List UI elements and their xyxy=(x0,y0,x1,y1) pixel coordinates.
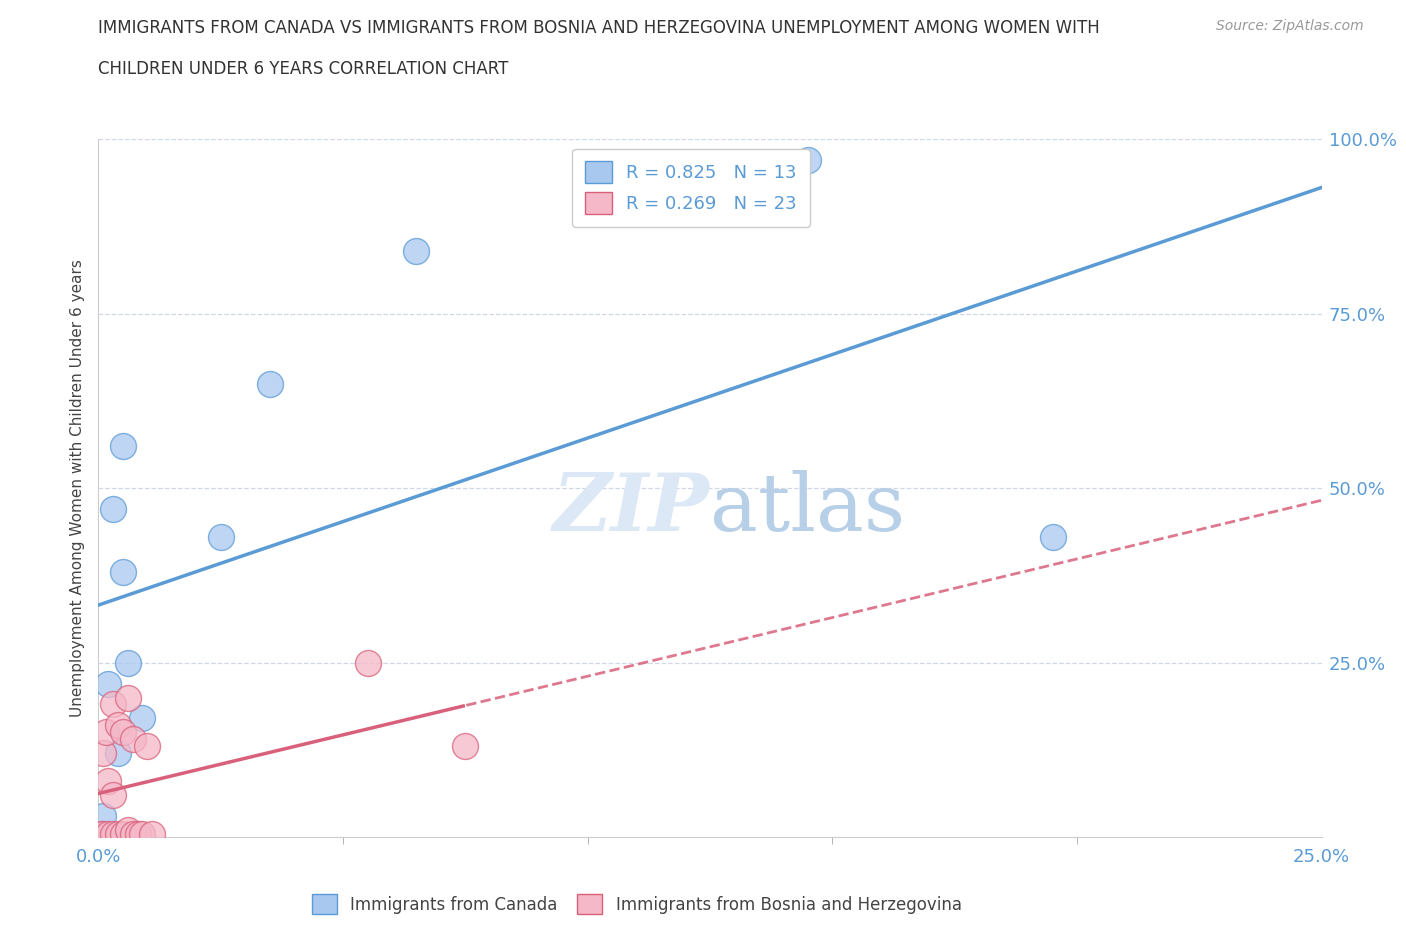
Point xyxy=(97,774,120,789)
Point xyxy=(121,732,143,747)
Point xyxy=(131,711,153,725)
Point xyxy=(107,826,129,841)
Point xyxy=(127,826,149,841)
Text: ZIP: ZIP xyxy=(553,471,710,548)
Y-axis label: Unemployment Among Women with Children Under 6 years: Unemployment Among Women with Children U… xyxy=(69,259,84,717)
Point xyxy=(94,725,117,740)
Point xyxy=(117,823,139,837)
Point xyxy=(97,826,120,841)
Point xyxy=(131,826,153,841)
Point xyxy=(111,826,134,841)
Point xyxy=(259,376,281,391)
Point xyxy=(101,502,124,517)
Point xyxy=(136,738,159,753)
Text: atlas: atlas xyxy=(710,471,905,548)
Point xyxy=(209,530,232,545)
Point xyxy=(91,809,114,824)
Point xyxy=(141,826,163,841)
Point xyxy=(101,788,124,803)
Point xyxy=(107,718,129,733)
Point xyxy=(111,725,134,740)
Point xyxy=(117,690,139,705)
Point xyxy=(111,439,134,454)
Point xyxy=(111,565,134,579)
Point xyxy=(107,746,129,761)
Legend: Immigrants from Canada, Immigrants from Bosnia and Herzegovina: Immigrants from Canada, Immigrants from … xyxy=(305,887,969,921)
Text: Source: ZipAtlas.com: Source: ZipAtlas.com xyxy=(1216,19,1364,33)
Point xyxy=(101,826,124,841)
Point xyxy=(101,698,124,712)
Point xyxy=(91,826,114,841)
Point xyxy=(405,244,427,259)
Point xyxy=(454,738,477,753)
Point xyxy=(797,153,820,168)
Point xyxy=(121,826,143,841)
Point xyxy=(1042,530,1064,545)
Point xyxy=(91,746,114,761)
Text: IMMIGRANTS FROM CANADA VS IMMIGRANTS FROM BOSNIA AND HERZEGOVINA UNEMPLOYMENT AM: IMMIGRANTS FROM CANADA VS IMMIGRANTS FRO… xyxy=(98,19,1099,36)
Point xyxy=(97,676,120,691)
Point xyxy=(90,826,112,841)
Point xyxy=(117,655,139,670)
Point xyxy=(356,655,378,670)
Text: CHILDREN UNDER 6 YEARS CORRELATION CHART: CHILDREN UNDER 6 YEARS CORRELATION CHART xyxy=(98,60,509,78)
